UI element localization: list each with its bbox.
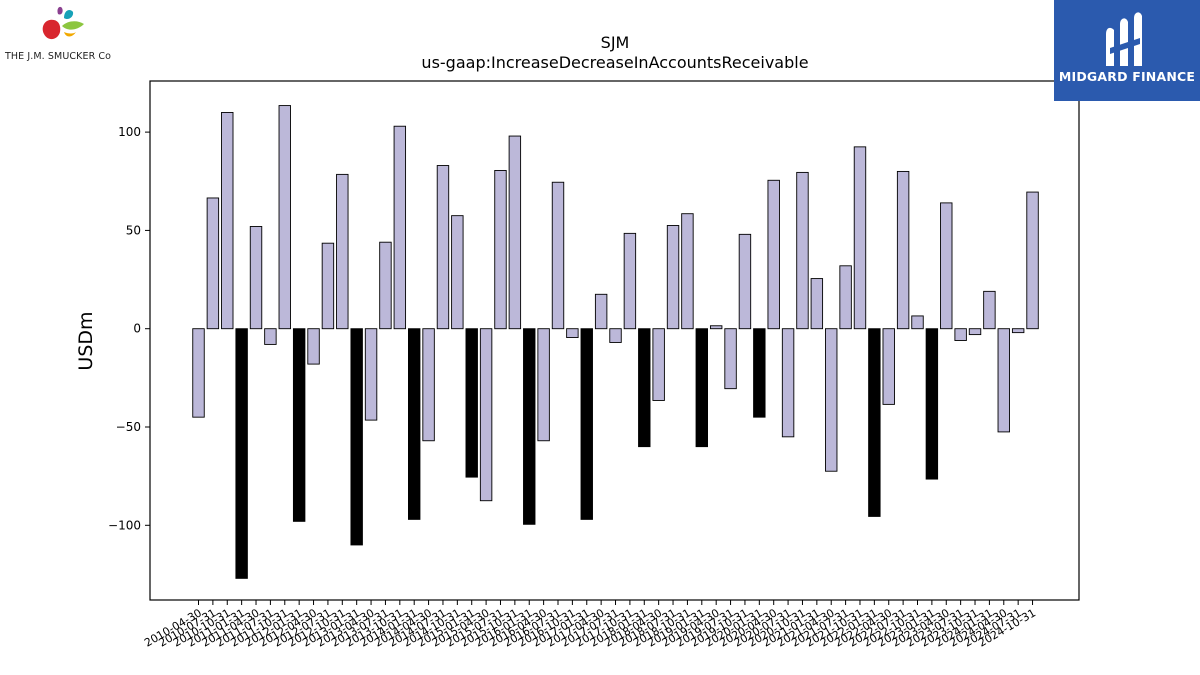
- bar-2013-01-31: [350, 328, 363, 546]
- y-tick-label: 0: [133, 322, 141, 336]
- chart-title: SJM: [601, 33, 630, 52]
- bar-2012-10-31: [336, 173, 349, 330]
- bar-2017-07-31: [609, 328, 622, 343]
- bar-2011-04-30: [249, 226, 263, 330]
- bar-2022-04-30: [882, 328, 895, 405]
- fruit-logo-icon: [42, 6, 84, 40]
- y-axis-ticks: −100 −50 0 50 100: [108, 125, 150, 532]
- bar-2017-10-31: [623, 232, 637, 330]
- bar-2016-10-31: [566, 328, 579, 339]
- bar-2010-07-31: [206, 197, 220, 330]
- bar-2021-07-31: [839, 265, 852, 330]
- bar-2011-10-31: [278, 105, 291, 330]
- bar-2018-04-30: [652, 328, 665, 401]
- bar-2011-01-31: [235, 328, 248, 579]
- bar-2013-04-30: [364, 328, 378, 421]
- bar-2021-01-31: [810, 278, 824, 330]
- bar-2015-01-31: [465, 328, 478, 478]
- bar-2023-07-31: [954, 328, 967, 341]
- x-axis-ticks: 2010-04-302010-07-312010-10-312011-01-31…: [142, 600, 1038, 650]
- y-tick-label: 100: [118, 125, 141, 139]
- bar-2014-01-31: [408, 328, 421, 520]
- brand-badge-text: MIDGARD FINANCE: [1058, 69, 1196, 84]
- bar-2016-07-31: [551, 181, 565, 330]
- bar-2023-01-31: [925, 328, 939, 480]
- bar-2013-10-31: [393, 125, 407, 330]
- bar-2011-07-31: [264, 328, 277, 345]
- bar-2018-07-31: [666, 225, 680, 330]
- bar-2019-01-31: [695, 328, 708, 448]
- company-logo-text: THE J.M. SMUCKER Co: [5, 51, 112, 62]
- bar-2015-04-30: [479, 328, 493, 502]
- bar-2015-10-31: [508, 135, 522, 330]
- bar-2021-04-30: [825, 328, 838, 472]
- bar-2020-01-31: [753, 328, 766, 418]
- bar-2019-10-31: [738, 233, 752, 330]
- company-logo: THE J.M. SMUCKER Co: [4, 4, 124, 64]
- bar-2016-01-31: [523, 328, 536, 525]
- bar-2017-01-31: [580, 328, 593, 520]
- bar-2018-01-31: [638, 328, 651, 448]
- y-axis-label: USDm: [75, 311, 97, 370]
- bar-2012-07-31: [321, 242, 335, 330]
- bar-2022-01-31: [868, 328, 881, 517]
- bar-2023-10-31: [968, 328, 982, 336]
- plot-frame: [149, 80, 1080, 601]
- bar-2012-04-30: [307, 328, 320, 365]
- bar-2020-10-31: [796, 171, 809, 330]
- bar-2020-07-31: [781, 328, 795, 438]
- bar-2015-07-31: [494, 169, 507, 330]
- bar-2024-04-30: [997, 328, 1010, 433]
- bar-2022-10-31: [911, 315, 924, 330]
- bar-2019-04-30: [709, 325, 723, 330]
- y-tick-label: −50: [116, 420, 141, 434]
- chart-subtitle: us-gaap:IncreaseDecreaseInAccountsReceiv…: [421, 53, 808, 72]
- bar-2018-10-31: [681, 213, 694, 330]
- bar-2013-07-31: [379, 241, 392, 330]
- bar-2010-04-30: [192, 328, 205, 418]
- bar-2020-04-30: [767, 179, 780, 330]
- bars-layer: [192, 105, 1039, 579]
- y-tick-label: −100: [108, 518, 141, 532]
- brand-mark-icon: [1106, 12, 1142, 66]
- bar-2024-07-31: [1011, 328, 1025, 334]
- bar-2010-10-31: [221, 111, 234, 330]
- bar-2021-10-31: [853, 146, 867, 330]
- y-tick-label: 50: [126, 223, 141, 237]
- bar-2024-01-31: [983, 290, 996, 330]
- bar-2023-04-30: [940, 202, 953, 330]
- bar-2016-04-30: [537, 328, 550, 442]
- bar-2014-10-31: [451, 215, 464, 330]
- brand-badge: MIDGARD FINANCE: [1054, 0, 1200, 101]
- bar-2014-07-31: [436, 165, 450, 330]
- bar-2014-04-30: [422, 328, 435, 442]
- bar-2019-07-31: [724, 328, 737, 390]
- bar-2024-10-31: [1026, 191, 1039, 330]
- bar-2012-01-31: [292, 328, 306, 522]
- bar-2017-04-30: [594, 293, 608, 330]
- bar-2022-07-31: [896, 170, 910, 330]
